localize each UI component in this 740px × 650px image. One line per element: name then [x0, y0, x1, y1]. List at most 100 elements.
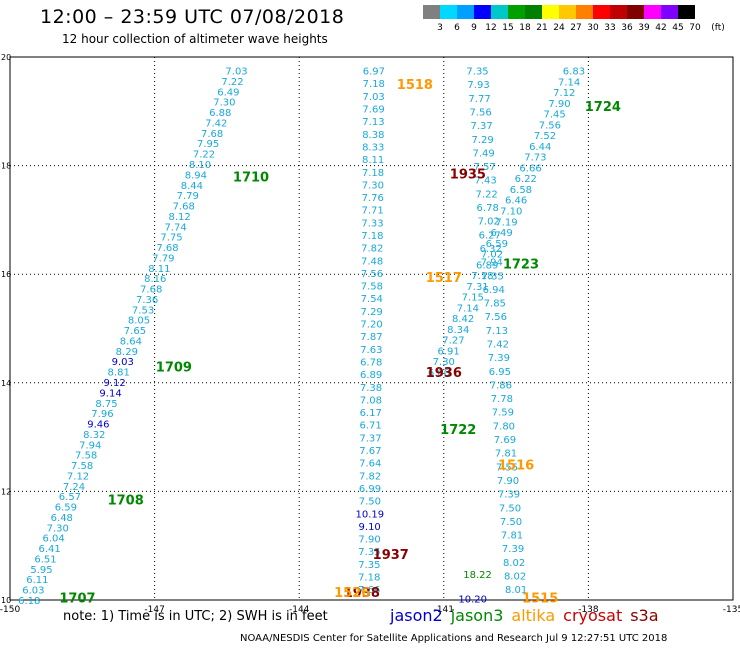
- wave-height-value: 6.71: [359, 421, 381, 432]
- color-scale-label: 24: [553, 23, 565, 33]
- y-tick-label: 14: [1, 379, 11, 388]
- pass-label: 1935: [450, 168, 486, 183]
- wave-height-value: 7.93: [467, 80, 489, 91]
- color-scale-swatch: [576, 5, 593, 19]
- wave-height-value: 6.48: [51, 513, 73, 524]
- wave-height-value: 7.56: [539, 120, 561, 131]
- pass-label: 18.22: [463, 570, 492, 581]
- wave-height-value: 7.35: [466, 67, 488, 78]
- color-scale-swatch: [508, 5, 525, 19]
- wave-height-value: 6.46: [505, 196, 527, 207]
- color-scale-label: 36: [621, 23, 633, 33]
- wave-height-value: 7.10: [500, 206, 522, 217]
- wave-height-value: 9.14: [99, 388, 121, 399]
- wave-height-value: 7.38: [360, 383, 382, 394]
- color-scale-swatch: [474, 5, 491, 19]
- wave-height-value: 7.24: [63, 482, 85, 493]
- wave-height-value: 7.14: [558, 77, 580, 88]
- color-scale-label: 42: [655, 23, 667, 33]
- wave-height-value: 7.18: [361, 231, 383, 242]
- wave-height-value: 7.29: [361, 307, 383, 318]
- wave-height-value: 6.94: [483, 285, 505, 296]
- wave-height-value: 7.94: [481, 258, 503, 269]
- wave-height-value: 7.77: [468, 94, 490, 105]
- wave-height-value: 6.89: [476, 260, 498, 271]
- wave-height-value: 7.30: [362, 180, 384, 191]
- wave-height-value: 8.44: [181, 181, 203, 192]
- pass-label: 1526: [334, 586, 370, 601]
- wave-height-value: 7.73: [524, 153, 546, 164]
- wave-height-value: 7.36: [136, 295, 158, 306]
- wave-height-value: 6.89: [360, 370, 382, 381]
- wave-height-value: 6.49: [217, 87, 239, 98]
- wave-height-value: 8.05: [128, 316, 150, 327]
- wave-height-value: 6.17: [360, 408, 382, 419]
- wave-height-value: 7.59: [492, 408, 514, 419]
- wave-height-value: 7.18: [362, 168, 384, 179]
- wave-height-value: 10.19: [355, 509, 384, 520]
- color-scale-swatch: [593, 5, 610, 19]
- color-scale-label: 70: [689, 23, 701, 33]
- wave-height-value: 6.57: [59, 492, 81, 503]
- wave-height-value: 7.80: [493, 421, 515, 432]
- wave-height-value: 7.79: [152, 253, 174, 264]
- wave-height-value: 8.38: [362, 130, 384, 141]
- color-scale-label: 39: [638, 23, 650, 33]
- pass-label: 1937: [373, 548, 409, 563]
- wave-height-value: 7.58: [361, 282, 383, 293]
- legend-altika: altika: [511, 606, 556, 625]
- wave-height-value: 7.45: [544, 110, 566, 121]
- color-scale-label: 30: [587, 23, 599, 33]
- wave-height-value: 7.22: [221, 77, 243, 88]
- wave-height-value: 6.78: [477, 203, 499, 214]
- wave-height-value: 6.04: [43, 534, 65, 545]
- y-tick-label: 10: [1, 596, 11, 605]
- wave-height-value: 7.71: [361, 206, 383, 217]
- color-scale-swatch: [559, 5, 576, 19]
- wave-height-value: 7.66: [358, 585, 380, 596]
- wave-height-value: 7.18: [358, 572, 380, 583]
- color-scale-label: 3: [437, 23, 443, 33]
- wave-height-value: 7.86: [490, 380, 512, 391]
- wave-height-value: 7.90: [358, 535, 380, 546]
- wave-height-value: 7.53: [132, 305, 154, 316]
- wave-height-value: 9.10: [359, 522, 381, 533]
- color-scale-swatch: [627, 5, 644, 19]
- wave-height-value: 8.75: [95, 399, 117, 410]
- pass-label: 1708: [108, 494, 144, 509]
- wave-height-value: 6.80: [428, 368, 450, 379]
- wave-height-value: 7.95: [197, 139, 219, 150]
- pass-label: 1722: [440, 423, 476, 438]
- wave-height-value: 6.22: [515, 174, 537, 185]
- wave-height-value: 7.13: [486, 326, 508, 337]
- footnote: note: 1) Time is in UTC; 2) SWH is in fe…: [63, 609, 328, 624]
- wave-height-value: 7.08: [360, 395, 382, 406]
- satellite-legend: jason2 jason3 altika cryosat s3a: [390, 606, 667, 625]
- wave-height-value: 7.52: [534, 131, 556, 142]
- chart-title: 12:00 – 23:59 UTC 07/08/2018: [40, 6, 345, 28]
- color-scale-swatch: [457, 5, 474, 19]
- y-tick-label: 16: [1, 270, 11, 279]
- y-tick-label: 18: [1, 162, 11, 171]
- wave-height-value: 6.99: [359, 484, 381, 495]
- wave-height-value: 7.96: [91, 409, 113, 420]
- wave-height-value: 7.30: [433, 357, 455, 368]
- wave-height-value: 7.37: [359, 433, 381, 444]
- wave-height-value: 6.32: [480, 244, 502, 255]
- wave-height-value: 7.13: [362, 117, 384, 128]
- wave-height-value: 7.90: [548, 99, 570, 110]
- legend-cryosat: cryosat: [563, 606, 623, 625]
- wave-height-value: 6.27: [479, 230, 501, 241]
- credit-line: NOAA/NESDIS Center for Satellite Applica…: [240, 633, 668, 644]
- wave-height-value: 7.68: [140, 285, 162, 296]
- wave-height-value: 7.50: [500, 517, 522, 528]
- color-scale-label: 27: [570, 23, 582, 33]
- wave-height-value: 7.22: [193, 150, 215, 161]
- wave-height-value: 7.39: [498, 490, 520, 501]
- wave-height-value: 6.83: [563, 67, 585, 78]
- pass-label: 1709: [156, 361, 192, 376]
- wave-height-value: 6.59: [486, 239, 508, 250]
- wave-height-value: 8.02: [504, 571, 526, 582]
- color-scale-swatch: [610, 5, 627, 19]
